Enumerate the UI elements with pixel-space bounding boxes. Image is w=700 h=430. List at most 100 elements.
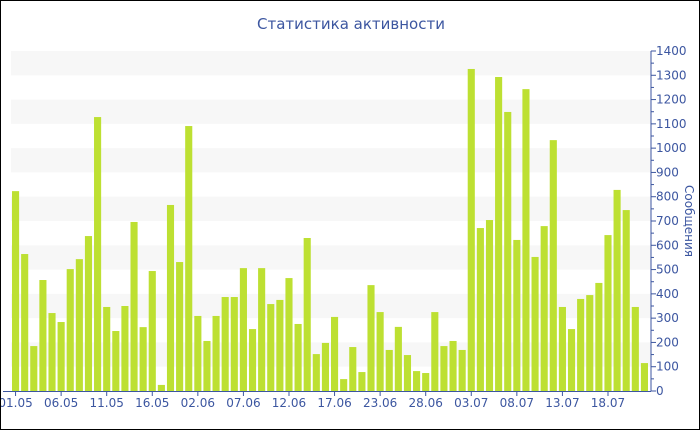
y-tick-label: 900 — [656, 165, 679, 179]
bar — [331, 316, 339, 391]
x-tick-label: 23.06 — [363, 396, 397, 410]
bar — [194, 315, 202, 391]
y-tick-label: 1300 — [656, 68, 687, 82]
bar — [303, 238, 311, 391]
bar — [221, 297, 229, 391]
x-tick-label: 16.05 — [135, 396, 169, 410]
bar — [577, 298, 585, 391]
bar — [394, 326, 402, 391]
bar — [166, 204, 175, 391]
y-tick-label: 1400 — [656, 44, 687, 58]
grid-band — [11, 196, 651, 221]
bar — [595, 282, 603, 391]
x-tick-label: 28.06 — [409, 396, 443, 410]
x-tick-label: 06.05 — [44, 396, 78, 410]
bar — [513, 239, 521, 391]
bar — [540, 226, 548, 391]
bar — [276, 299, 284, 391]
bar — [112, 331, 120, 391]
bar — [248, 329, 257, 391]
bar — [84, 236, 93, 391]
y-tick-label: 600 — [656, 238, 679, 252]
y-tick-label: 400 — [656, 287, 679, 301]
bar — [121, 306, 129, 391]
bar — [485, 220, 494, 391]
grid-band — [11, 148, 651, 173]
bar — [413, 371, 421, 391]
bar — [431, 312, 439, 391]
bar — [267, 304, 275, 391]
x-tick-label: 11.05 — [90, 396, 124, 410]
bar — [212, 315, 220, 391]
bar — [239, 268, 247, 391]
bar — [385, 349, 393, 391]
bar — [504, 111, 512, 391]
bar — [531, 256, 539, 391]
bar — [349, 347, 357, 391]
x-tick-label: 13.07 — [545, 396, 579, 410]
grid-band — [11, 99, 651, 124]
bar — [185, 126, 193, 392]
bar — [130, 221, 138, 391]
y-tick-label: 300 — [656, 311, 679, 325]
y-tick-label: 500 — [656, 263, 679, 277]
bar — [48, 313, 56, 391]
y-tick-label: 100 — [656, 360, 679, 374]
y-tick-label: 200 — [656, 335, 679, 349]
bar — [631, 306, 639, 391]
bar — [640, 363, 648, 391]
bar — [57, 322, 65, 391]
bar — [176, 262, 184, 391]
bar — [467, 68, 475, 391]
y-axis-label: Сообщения — [682, 184, 696, 258]
bar — [586, 295, 594, 391]
x-tick-label: 08.07 — [500, 396, 534, 410]
bar — [604, 235, 612, 391]
y-tick-label: 1000 — [656, 141, 687, 155]
bar — [340, 379, 348, 391]
bar — [139, 327, 147, 391]
x-tick-label: 01.05 — [1, 396, 33, 410]
bar — [367, 285, 375, 391]
bar — [21, 254, 29, 391]
x-tick-label: 07.06 — [226, 396, 260, 410]
bar — [285, 278, 293, 391]
y-tick-label: 0 — [656, 384, 664, 398]
bar — [103, 306, 111, 391]
bar — [522, 89, 530, 391]
grid-band — [11, 51, 651, 76]
bar — [549, 140, 557, 391]
bar — [558, 306, 566, 391]
bar — [476, 228, 484, 391]
x-tick-label: 03.07 — [454, 396, 488, 410]
bar — [66, 269, 74, 391]
bar — [440, 346, 448, 391]
x-tick-label: 12.06 — [272, 396, 306, 410]
bar — [258, 268, 266, 391]
bar — [12, 191, 20, 391]
bar — [376, 312, 384, 391]
bar — [203, 340, 211, 391]
bar — [622, 210, 630, 391]
bar — [403, 355, 412, 391]
y-tick-label: 1200 — [656, 93, 687, 107]
x-tick-label: 17.06 — [317, 396, 351, 410]
bar — [458, 349, 466, 391]
x-tick-label: 18.07 — [591, 396, 625, 410]
bar — [495, 76, 503, 391]
bar — [230, 297, 238, 391]
bar — [94, 117, 102, 392]
bar — [312, 354, 320, 391]
bar — [294, 323, 302, 391]
bar — [422, 373, 430, 391]
bar — [321, 342, 329, 391]
bar — [75, 259, 83, 391]
bar — [613, 189, 621, 391]
bar — [358, 372, 366, 391]
bar — [148, 271, 156, 391]
x-tick-label: 02.06 — [181, 396, 215, 410]
bar — [157, 384, 165, 391]
y-tick-label: 700 — [656, 214, 679, 228]
